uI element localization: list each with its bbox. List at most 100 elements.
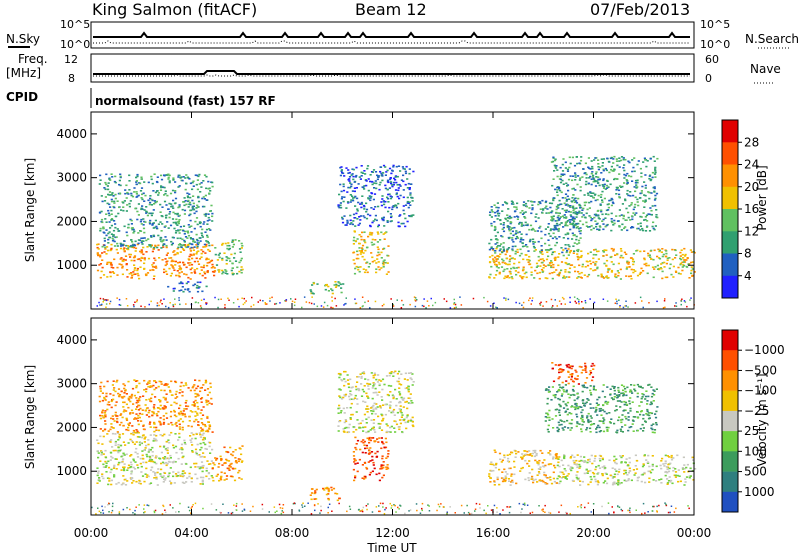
- power-cell: [606, 187, 609, 189]
- velocity-cell: [119, 414, 122, 416]
- velocity-cell: [147, 443, 150, 446]
- power-cell: [603, 262, 606, 265]
- power-cell: [348, 180, 351, 182]
- power-cell: [121, 265, 124, 268]
- power-cell: [155, 200, 158, 203]
- velocity-cell: [101, 411, 104, 413]
- velocity-cell: [100, 381, 103, 384]
- power-cell: [496, 212, 500, 215]
- power-cell: [196, 242, 199, 244]
- velocity-cell: [563, 456, 566, 459]
- velocity-cell: [573, 463, 576, 465]
- power-cell: [388, 206, 391, 209]
- velocity-cell: [372, 419, 376, 421]
- power-cell: [169, 302, 171, 304]
- velocity-cell: [664, 454, 667, 457]
- velocity-cell: [532, 449, 535, 452]
- velocity-cell: [143, 449, 146, 451]
- velocity-cell: [367, 385, 370, 387]
- velocity-cell: [367, 383, 370, 385]
- velocity-cell: [339, 411, 342, 414]
- power-cell: [196, 245, 199, 248]
- power-cell: [661, 255, 664, 258]
- velocity-cell: [627, 479, 630, 482]
- power-cell: [573, 207, 576, 210]
- velocity-cell: [193, 462, 196, 465]
- velocity-cell: [129, 400, 132, 403]
- power-cell: [572, 187, 575, 190]
- power-cell: [168, 202, 171, 205]
- power-cell: [641, 185, 644, 188]
- power-cell: [619, 248, 623, 250]
- power-cell: [400, 179, 403, 181]
- power-cell: [157, 192, 160, 194]
- power-cell: [664, 306, 666, 309]
- power-cell: [583, 274, 586, 276]
- power-cell: [517, 271, 520, 274]
- power-cell: [156, 302, 159, 304]
- power-cell: [590, 178, 593, 180]
- velocity-cell: [378, 391, 381, 393]
- velocity-cell: [392, 411, 395, 414]
- velocity-cell: [405, 416, 408, 419]
- power-cell: [493, 302, 495, 304]
- power-cell: [163, 271, 166, 274]
- power-cell: [348, 171, 351, 174]
- power-cell: [567, 210, 570, 213]
- velocity-cell: [410, 400, 413, 402]
- power-cell: [197, 243, 200, 246]
- velocity-cell: [583, 472, 586, 475]
- power-cell: [164, 214, 168, 217]
- power-cell: [395, 192, 398, 194]
- power-cell: [370, 195, 373, 198]
- power-cell: [104, 248, 107, 250]
- velocity-cell: [511, 479, 514, 482]
- power-cell: [303, 296, 306, 298]
- power-cell: [679, 263, 682, 266]
- power-cell: [551, 253, 554, 256]
- power-cell: [207, 248, 210, 251]
- velocity-cell: [142, 425, 145, 427]
- power-cell: [660, 267, 663, 270]
- power-cell: [538, 201, 541, 203]
- velocity-cell: [125, 417, 128, 420]
- velocity-cell: [207, 430, 210, 433]
- power-cell: [197, 302, 200, 304]
- velocity-cell: [491, 463, 494, 466]
- velocity-cell: [566, 475, 569, 477]
- power-cell: [566, 220, 569, 222]
- power-cell: [386, 179, 390, 182]
- velocity-cell: [352, 431, 355, 433]
- power-cell: [285, 299, 288, 301]
- power-cell: [580, 212, 583, 214]
- velocity-cell: [209, 463, 212, 465]
- power-cell: [501, 228, 504, 230]
- power-cell: [544, 201, 547, 204]
- power-cell: [545, 205, 548, 208]
- power-cell: [635, 184, 638, 186]
- power-cell: [518, 302, 521, 305]
- velocity-cell: [171, 424, 174, 426]
- velocity-cell: [179, 404, 182, 407]
- velocity-cell: [179, 385, 182, 388]
- power-cell: [594, 185, 598, 187]
- velocity-cell: [207, 421, 210, 423]
- power-cell: [502, 226, 505, 229]
- power-cell: [107, 232, 110, 235]
- power-cell: [528, 299, 530, 302]
- velocity-cell: [145, 388, 148, 390]
- power-cell: [535, 262, 539, 265]
- power-cell: [634, 270, 637, 272]
- velocity-cell: [681, 468, 685, 470]
- power-cell: [141, 205, 144, 207]
- power-cell: [632, 208, 635, 211]
- power-cell: [593, 159, 596, 161]
- power-cell: [322, 306, 325, 308]
- power-cell: [597, 194, 600, 197]
- velocity-cell: [199, 412, 202, 414]
- power-cell: [384, 184, 387, 187]
- power-cell: [380, 201, 383, 203]
- velocity-cell: [583, 456, 586, 458]
- power-cell: [497, 206, 500, 209]
- velocity-cell: [380, 396, 383, 398]
